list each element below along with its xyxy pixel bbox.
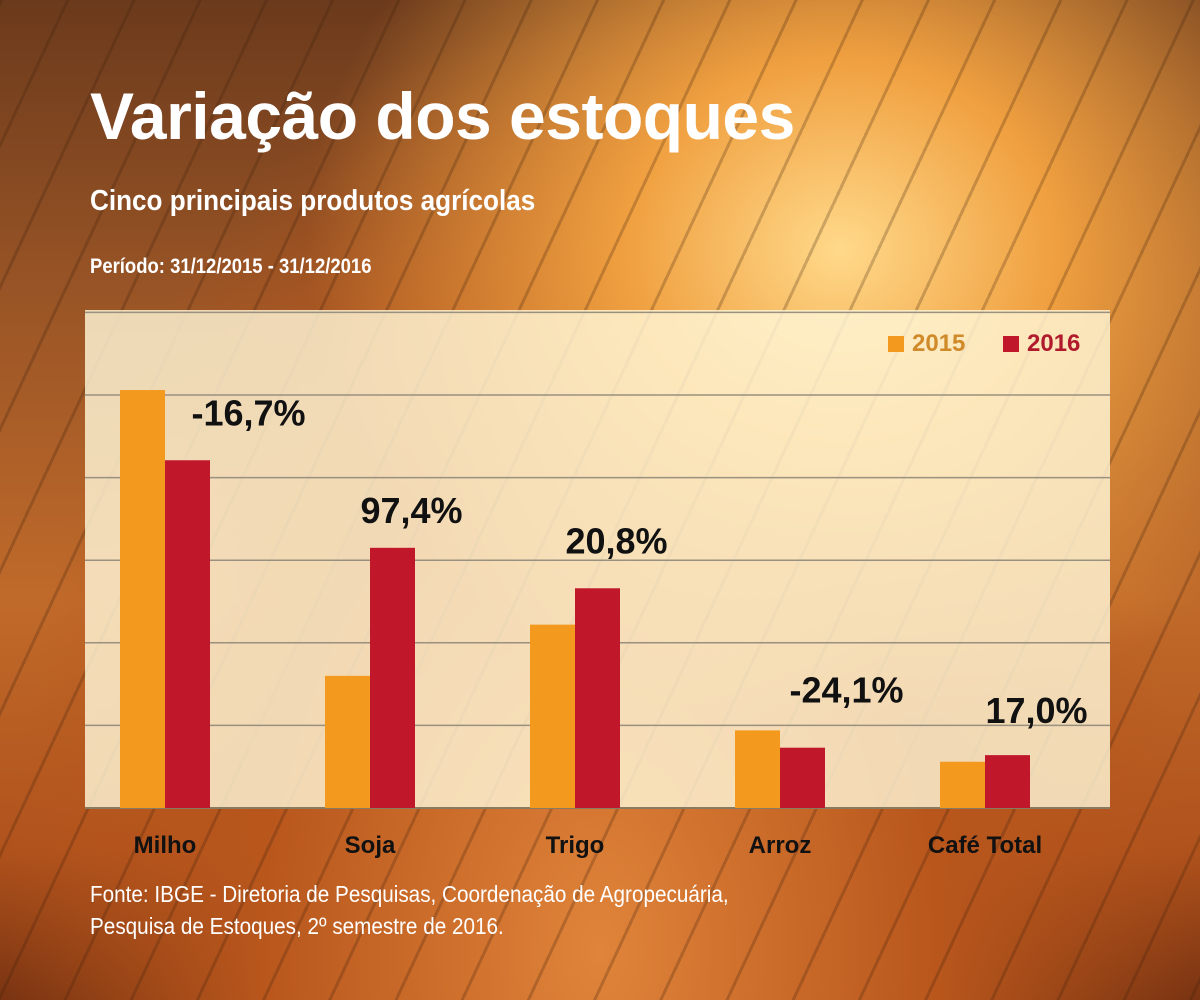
data-label: 20,8% <box>565 520 667 561</box>
bar-2016-soja <box>370 547 415 808</box>
category-label: Milho <box>134 832 197 859</box>
data-label: -16,7% <box>191 392 305 433</box>
bar-2016-café-total <box>985 755 1030 808</box>
category-label: Trigo <box>546 832 605 859</box>
legend-2015: 2015 <box>888 330 965 358</box>
category-label: Soja <box>345 832 396 859</box>
bar-2015-milho <box>120 390 165 808</box>
bar-2015-café-total <box>940 761 985 808</box>
data-label: 17,0% <box>985 690 1087 731</box>
data-label: 97,4% <box>360 490 462 531</box>
bar-2015-soja <box>325 675 370 808</box>
legend-swatch-2016 <box>1003 336 1019 352</box>
category-label: Arroz <box>749 832 812 859</box>
chart-subtitle: Cinco principais produtos agrícolas <box>90 185 536 217</box>
legend-swatch-2015 <box>888 336 904 352</box>
legend-label-2016: 2016 <box>1027 330 1081 357</box>
chart-title: Variação dos estoques <box>90 79 795 153</box>
legend-label-2015: 2015 <box>912 330 966 357</box>
data-label: -24,1% <box>789 670 903 711</box>
bar-2016-milho <box>165 460 210 808</box>
source-line-1: Fonte: IBGE - Diretoria de Pesquisas, Co… <box>90 881 729 907</box>
bar-2015-arroz <box>735 730 780 808</box>
bar-2016-trigo <box>575 588 620 808</box>
bar-2016-arroz <box>780 747 825 808</box>
legend-2016: 2016 <box>1003 330 1080 358</box>
period-label: Período: 31/12/2015 - 31/12/2016 <box>90 255 372 278</box>
source-note: Fonte: IBGE - Diretoria de Pesquisas, Co… <box>90 878 729 942</box>
category-label: Café Total <box>928 832 1042 859</box>
source-line-2: Pesquisa de Estoques, 2º semestre de 201… <box>90 913 504 939</box>
bar-2015-trigo <box>530 624 575 808</box>
